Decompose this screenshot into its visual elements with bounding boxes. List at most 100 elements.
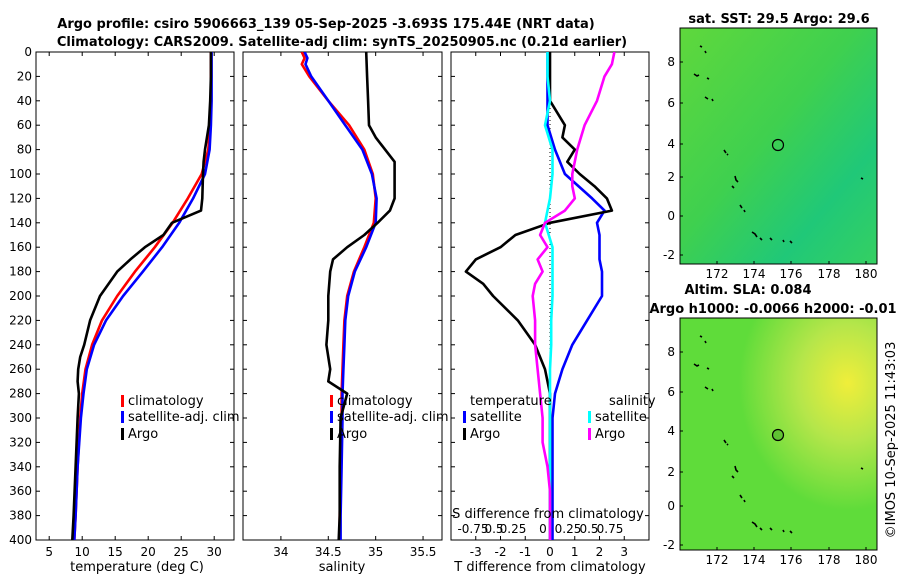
- sst-float-marker: [771, 138, 785, 152]
- island: [699, 45, 707, 54]
- y-tick-label: 100: [9, 167, 32, 181]
- island: [769, 527, 773, 531]
- legend-swatch-argo: [330, 428, 333, 440]
- y-tick-label: 400: [9, 533, 32, 547]
- series-line-s-argo: [531, 52, 616, 540]
- temperature-legend: climatology satellite-adj. clim Argo: [121, 394, 240, 442]
- legend-swatch-satellite: [121, 411, 124, 423]
- lat-tick-label: -2: [663, 538, 675, 552]
- salinity-depth-ticks: [243, 51, 442, 541]
- lon-tick-label: 180: [855, 267, 878, 281]
- lon-tick-label: 174: [743, 553, 766, 567]
- island: [693, 73, 710, 80]
- sla-field: [679, 317, 878, 551]
- island: [723, 439, 729, 446]
- sla-map-title: Altim. SLA: 0.084: [685, 283, 812, 298]
- y-tick-label: 80: [17, 143, 32, 157]
- legend-label-s-satellite: satellite: [595, 410, 647, 425]
- island: [723, 149, 729, 156]
- lat-tick-label: 4: [667, 137, 675, 151]
- island: [751, 231, 763, 241]
- x-tick-label: 30: [207, 545, 222, 559]
- salinity-legend: climatology satellite-adj. clim Argo: [330, 394, 449, 442]
- lat-tick-label: 8: [667, 345, 675, 359]
- x-tick-label: 35: [368, 545, 383, 559]
- temperature-xlabel: temperature (deg C): [70, 560, 204, 575]
- sst-map-title: sat. SST: 29.5 Argo: 29.6: [688, 12, 869, 27]
- y-tick-label: 160: [9, 240, 32, 254]
- lon-tick-label: 172: [706, 553, 729, 567]
- s-tick-label: 0.25: [500, 522, 527, 536]
- salinity-xlabel: salinity: [319, 560, 366, 575]
- salinity-series: [300, 52, 396, 540]
- temperature-axis-ticks: 5 10 15 20 25 30: [45, 52, 222, 559]
- imos-timestamp: ©IMOS 10-Sep-2025 11:43:03: [884, 342, 899, 539]
- salinity-axis-ticks: 34 34.5 35 35.5: [273, 52, 436, 559]
- s-tick-label: 0.75: [597, 522, 624, 536]
- lat-tick-label: 0: [667, 499, 675, 513]
- lon-tick-label: 172: [706, 267, 729, 281]
- legend-label-climatology: climatology: [337, 394, 413, 409]
- s-tick-label: -0.75: [457, 522, 488, 536]
- lon-tick-label: 176: [780, 553, 803, 567]
- series-line-argo: [325, 52, 396, 540]
- figure-title-line2: Climatology: CARS2009. Satellite-adj cli…: [57, 35, 627, 50]
- x-tick-label: 34.5: [315, 545, 342, 559]
- y-tick-label: 60: [17, 118, 32, 132]
- sst-field: [679, 27, 878, 265]
- lat-tick-label: 2: [667, 170, 675, 184]
- depth-axis-ticks: 0 20 40 60 80 100 120 140 160 180 200 220 240 260 280 3…: [9, 45, 234, 547]
- y-tick-label: 320: [9, 435, 32, 449]
- legend-swatch-s-argo: [588, 428, 591, 440]
- x-tick-label: -3: [470, 545, 482, 559]
- temperature-frame: [35, 51, 235, 541]
- island: [739, 204, 746, 213]
- temperature-series: [71, 52, 213, 540]
- y-tick-label: 40: [17, 94, 32, 108]
- series-line-t-satellite: [546, 52, 606, 540]
- lat-tick-label: 0: [667, 209, 675, 223]
- legend-header-temperature: temperature: [470, 394, 552, 409]
- series-line-satellite-adj-clim: [73, 52, 213, 540]
- lon-tick-label: 178: [818, 267, 841, 281]
- legend-label-t-satellite: satellite: [470, 410, 522, 425]
- island: [731, 465, 739, 479]
- sla-map-title2: Argo h1000: -0.0066 h2000: -0.01: [649, 302, 896, 317]
- t-difference-axis-ticks: -3 -2 -1 0 1 2 3: [470, 52, 628, 559]
- lon-tick-label: 180: [855, 553, 878, 567]
- lat-tick-label: 8: [667, 55, 675, 69]
- sla-coastline: [693, 335, 864, 534]
- y-tick-label: 360: [9, 484, 32, 498]
- legend-label-s-argo: Argo: [595, 427, 625, 442]
- x-tick-label: 20: [141, 545, 156, 559]
- legend-swatch-t-satellite: [463, 411, 466, 423]
- sla-latitude-ticks: 8 6 4 2 0 -2: [663, 345, 683, 552]
- lon-tick-label: 174: [743, 267, 766, 281]
- island: [704, 386, 714, 392]
- legend-swatch-t-argo: [463, 428, 466, 440]
- y-tick-label: 220: [9, 313, 32, 327]
- s-difference-axis-ticks: -0.750.50.25 0 0.250.50.75: [457, 522, 623, 536]
- x-tick-label: -2: [495, 545, 507, 559]
- sst-map-panel: sat. SST: 29.5 Argo: 29.6 172 174 176 178 18…: [663, 12, 878, 281]
- series-line-s-satellite: [543, 52, 554, 540]
- difference-panel: -3 -2 -1 0 1 2 3 T difference from climatology…: [450, 51, 656, 575]
- y-tick-label: 300: [9, 411, 32, 425]
- y-tick-label: 180: [9, 265, 32, 279]
- island: [731, 175, 739, 189]
- x-tick-label: 10: [75, 545, 90, 559]
- series-line-argo: [71, 52, 213, 540]
- sla-longitude-ticks: 172 174 176 178 180: [706, 547, 878, 567]
- legend-swatch-satellite: [330, 411, 333, 423]
- x-tick-label: 34: [273, 545, 288, 559]
- y-tick-label: 20: [17, 69, 32, 83]
- y-tick-label: 340: [9, 460, 32, 474]
- island: [860, 177, 864, 180]
- y-tick-label: 240: [9, 338, 32, 352]
- x-tick-label: 35.5: [410, 545, 437, 559]
- y-tick-label: 200: [9, 289, 32, 303]
- x-tick-label: 0: [546, 545, 554, 559]
- s-tick-label: 0.5: [484, 522, 503, 536]
- legend-header-salinity: salinity: [609, 394, 656, 409]
- s-difference-xlabel: S difference from climatology: [452, 507, 644, 522]
